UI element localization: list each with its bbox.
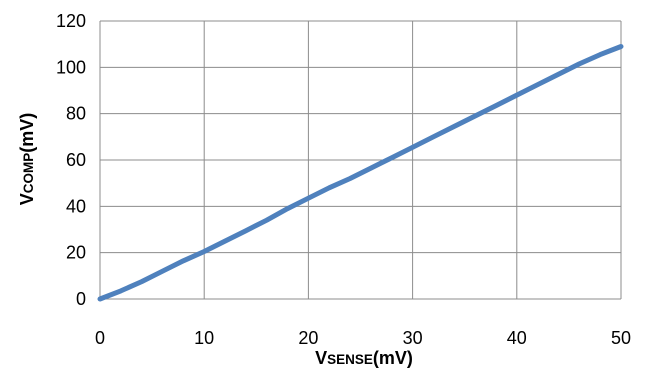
x-axis-title-sub: SENSE bbox=[327, 352, 373, 367]
x-axis-ticks: 0 10 20 30 40 50 bbox=[95, 328, 631, 348]
y-tick-label: 120 bbox=[56, 11, 86, 31]
x-tick-label: 30 bbox=[403, 328, 423, 348]
x-axis-title-unit: (mV) bbox=[373, 348, 413, 368]
y-tick-label: 60 bbox=[66, 150, 86, 170]
series-layer bbox=[97, 44, 624, 302]
y-tick-label: 100 bbox=[56, 57, 86, 77]
grid-lines bbox=[99, 20, 622, 300]
y-tick-label: 0 bbox=[76, 289, 86, 309]
x-axis-title: VSENSE(mV) bbox=[315, 348, 413, 368]
x-axis-title-main: V bbox=[315, 348, 327, 368]
x-tick-label: 20 bbox=[298, 328, 318, 348]
series-line-0 bbox=[97, 44, 624, 302]
y-axis-title: VCOMP(mV) bbox=[17, 113, 37, 206]
y-axis-title-main: V bbox=[17, 193, 37, 205]
y-axis-title-unit: (mV) bbox=[17, 113, 37, 153]
y-axis-ticks: 0 20 40 60 80 100 120 bbox=[56, 11, 86, 309]
y-axis-title-sub: COMP bbox=[21, 153, 36, 194]
y-tick-label: 80 bbox=[66, 104, 86, 124]
y-tick-label: 20 bbox=[66, 243, 86, 263]
x-tick-label: 50 bbox=[611, 328, 631, 348]
y-tick-label: 40 bbox=[66, 196, 86, 216]
x-tick-label: 0 bbox=[95, 328, 105, 348]
x-tick-label: 10 bbox=[194, 328, 214, 348]
x-tick-label: 40 bbox=[507, 328, 527, 348]
